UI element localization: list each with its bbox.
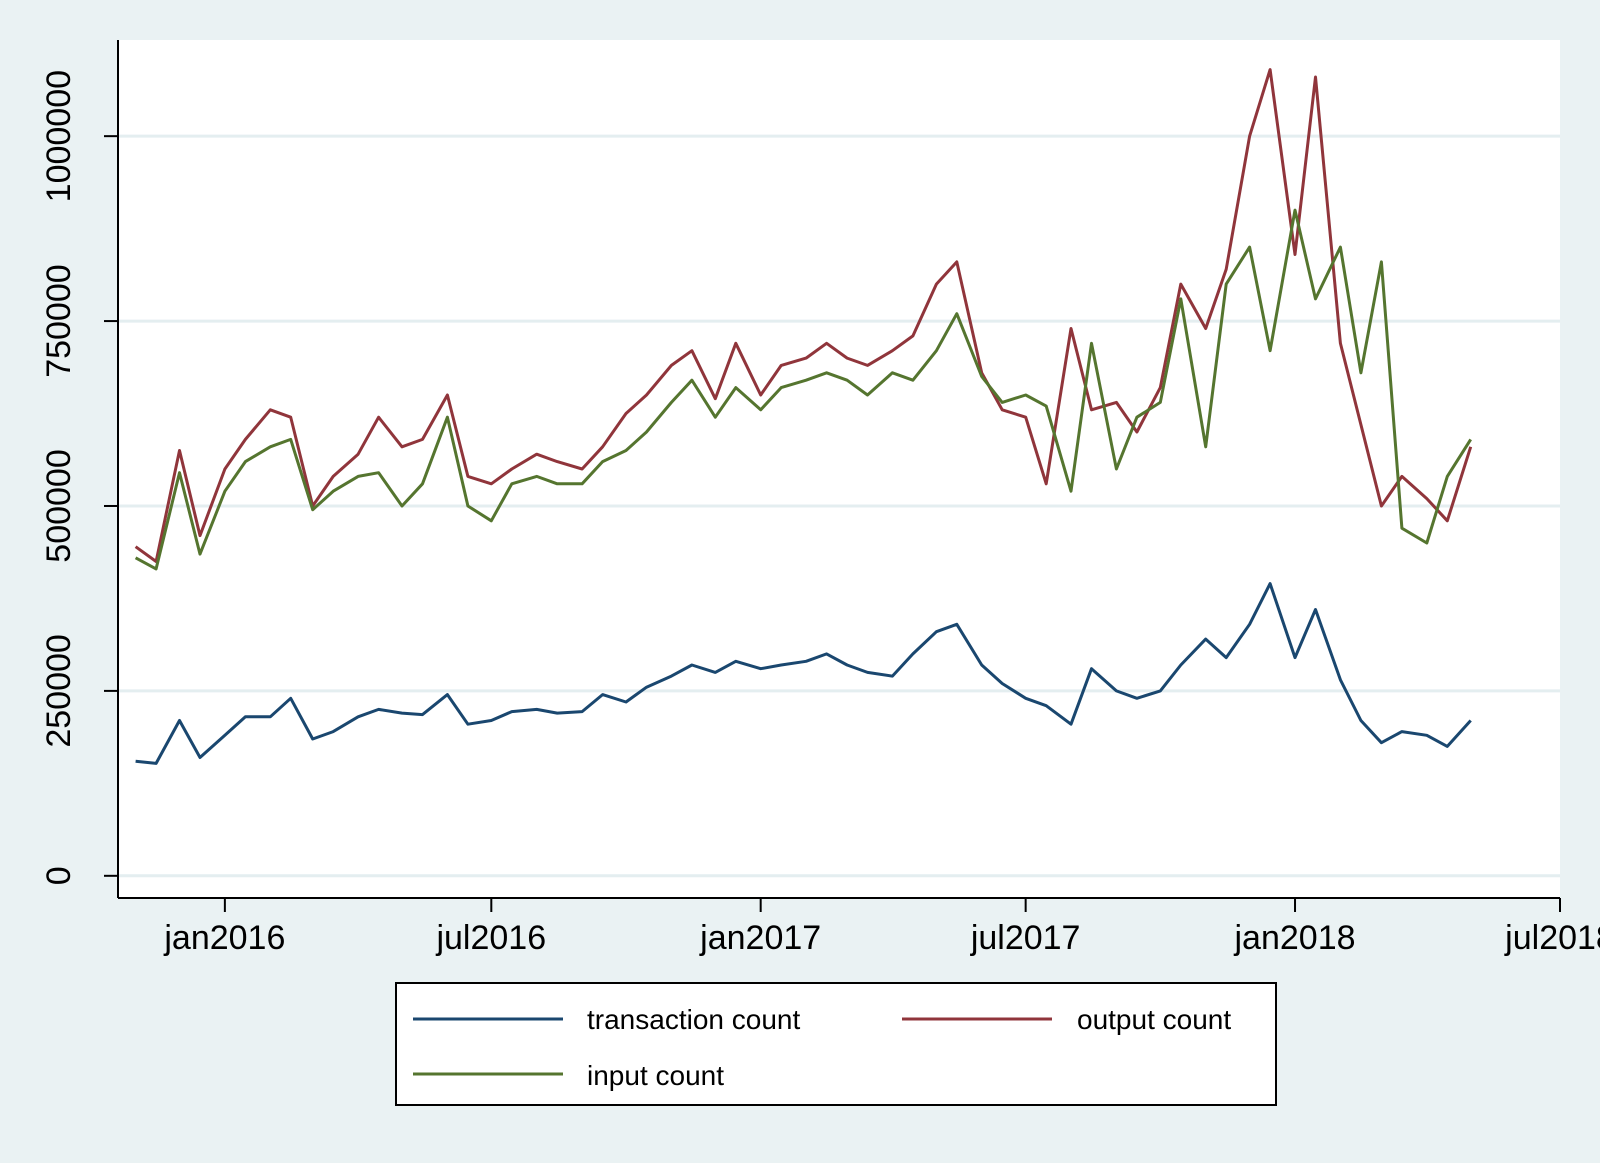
transaction-count-line bbox=[135, 582, 1472, 765]
x-tick-label: jul2018 bbox=[1504, 919, 1600, 957]
y-axis: 0 250000 500000 750000 1000000 bbox=[40, 70, 118, 885]
y-tick-label: 250000 bbox=[40, 634, 78, 747]
series-layer bbox=[134, 68, 1473, 765]
legend: transaction count output count input cou… bbox=[395, 982, 1277, 1106]
legend-box bbox=[395, 982, 1277, 1106]
legend-label-output-count: output count bbox=[1077, 1004, 1231, 1035]
x-axis: jan2016 jul2016 jan2017 jul2017 jan2018 jul20… bbox=[163, 898, 1600, 957]
y-tick-label: 1000000 bbox=[40, 70, 78, 202]
x-tick-label: jul2016 bbox=[435, 919, 546, 957]
legend-label-input-count: input count bbox=[587, 1060, 724, 1091]
x-tick-label: jan2018 bbox=[1234, 919, 1356, 957]
gridlines bbox=[118, 134, 1560, 878]
x-tick-label: jan2016 bbox=[163, 919, 285, 957]
legend-label-transaction-count: transaction count bbox=[587, 1004, 800, 1035]
y-tick-label: 500000 bbox=[40, 449, 78, 562]
y-tick-label: 0 bbox=[40, 866, 78, 885]
output-count-line bbox=[134, 68, 1473, 563]
x-tick-label: jul2017 bbox=[970, 919, 1081, 957]
input-count-line bbox=[134, 208, 1472, 571]
x-tick-label: jan2017 bbox=[699, 919, 821, 957]
y-tick-label: 750000 bbox=[40, 264, 78, 377]
plot-area bbox=[118, 40, 1560, 898]
